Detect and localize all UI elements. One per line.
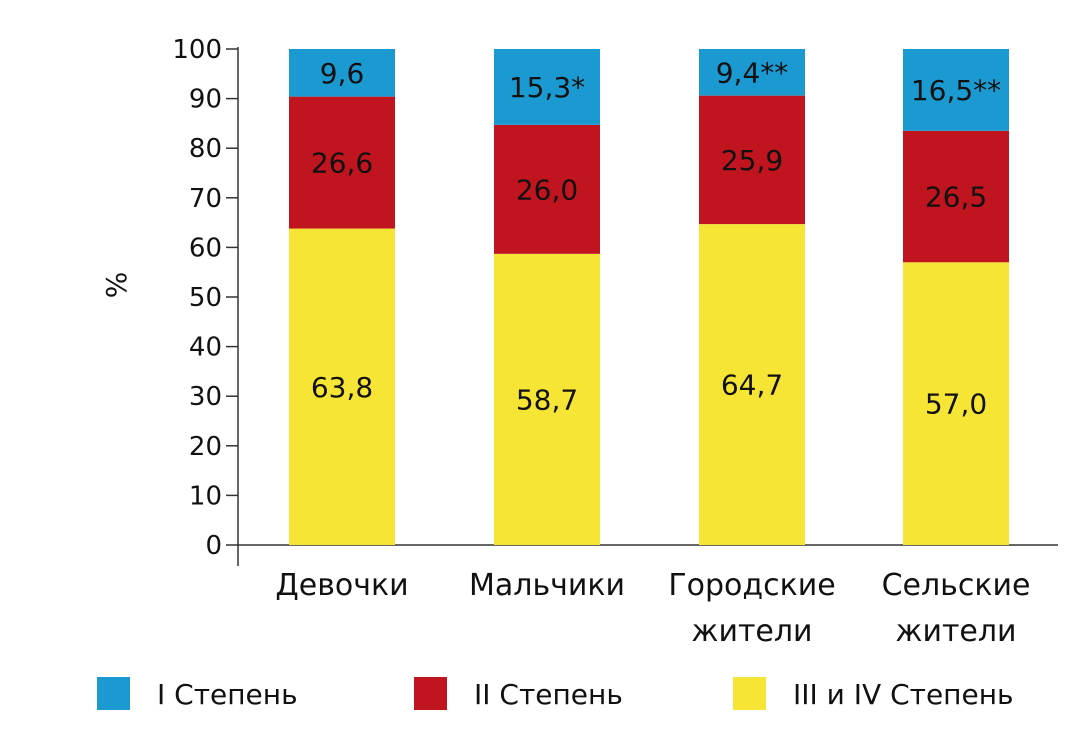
y-tick-label: 0 [205,531,222,561]
y-tick-label: 70 [189,184,222,214]
bar-segment [494,124,600,254]
legend-label: I Степень [157,678,298,711]
data-label: 16,5** [911,74,1001,107]
bar-segment [903,49,1009,131]
category-label: Городские [668,568,835,603]
data-label: 9,4** [716,56,789,89]
bar-segment [699,95,805,225]
y-tick-label: 60 [189,233,222,263]
legend-item: I Степень [97,677,298,711]
bar-segment [903,262,1009,545]
data-label: 25,9 [721,144,783,177]
bar-segment [289,96,395,229]
y-tick-label: 80 [189,134,222,164]
y-tick-label: 50 [189,283,222,313]
y-tick-label: 100 [172,35,222,65]
bar-stack: 57,0 26,5 16,5** [903,49,1009,545]
y-tick-label: 90 [189,85,222,115]
bar-segment [289,228,395,545]
data-label: 15,3* [509,71,585,104]
bar-segment [903,130,1009,263]
category-label: Сельские [882,568,1031,603]
bar-stack: 58,7 26,0 15,3* [494,49,600,545]
y-axis-label: % [100,272,133,299]
category-label: жители [691,614,812,649]
bar-segment [699,224,805,545]
legend-label: III и IV Степень [793,678,1014,711]
bar-stack: 64,7 25,9 9,4** [699,49,805,545]
legend: I Степень II Степень III и IV Степень [97,677,1014,711]
bar-stack: 63,8 26,6 9,6 [289,49,395,545]
bar-segment [494,253,600,545]
data-label: 26,6 [311,147,373,180]
bars: 63,8 26,6 9,6 58,7 26,0 15,3* 64,7 25,9 9,4** 57,… [289,49,1009,545]
data-label: 26,5 [925,181,987,214]
legend-swatch [733,677,766,710]
data-label: 9,6 [320,57,365,90]
data-label: 64,7 [721,369,783,402]
axes: 0 10 20 30 40 50 60 70 80 90 100 [172,35,1058,566]
bar-segment [494,49,600,125]
data-label: 26,0 [516,173,578,206]
category-label: Девочки [275,568,408,603]
y-tick-label: 30 [189,382,222,412]
category-labels: Девочки Мальчики Городские жители Сельские жи… [275,568,1030,649]
bar-segment [699,49,805,96]
bar-segment [289,49,395,97]
legend-item: III и IV Степень [733,677,1014,711]
data-label: 58,7 [516,383,578,416]
y-tick-label: 20 [189,432,222,462]
category-label: жители [895,614,1016,649]
y-tick-label: 40 [189,333,222,363]
data-label: 57,0 [925,388,987,421]
y-tick-label: 10 [189,481,222,511]
legend-label: II Степень [474,678,623,711]
data-label: 63,8 [311,371,373,404]
legend-swatch [97,677,130,710]
legend-item: II Степень [414,677,623,711]
category-label: Мальчики [469,568,625,603]
legend-swatch [414,677,447,710]
